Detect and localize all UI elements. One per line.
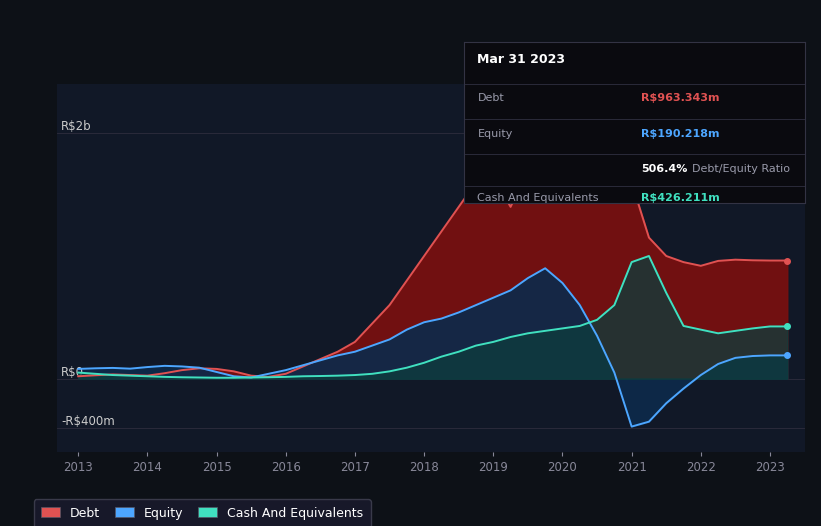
Text: Equity: Equity bbox=[478, 129, 513, 139]
Legend: Debt, Equity, Cash And Equivalents: Debt, Equity, Cash And Equivalents bbox=[34, 499, 371, 526]
Text: Cash And Equivalents: Cash And Equivalents bbox=[478, 193, 599, 203]
Text: 506.4%: 506.4% bbox=[641, 164, 687, 174]
Text: R$0: R$0 bbox=[62, 366, 85, 379]
Text: R$2b: R$2b bbox=[62, 120, 92, 133]
Text: Debt: Debt bbox=[478, 94, 504, 104]
Text: Debt/Equity Ratio: Debt/Equity Ratio bbox=[692, 164, 790, 174]
Text: Mar 31 2023: Mar 31 2023 bbox=[478, 53, 566, 66]
Text: R$190.218m: R$190.218m bbox=[641, 129, 719, 139]
Text: R$426.211m: R$426.211m bbox=[641, 193, 720, 203]
Text: -R$400m: -R$400m bbox=[62, 415, 115, 428]
Text: R$963.343m: R$963.343m bbox=[641, 94, 719, 104]
